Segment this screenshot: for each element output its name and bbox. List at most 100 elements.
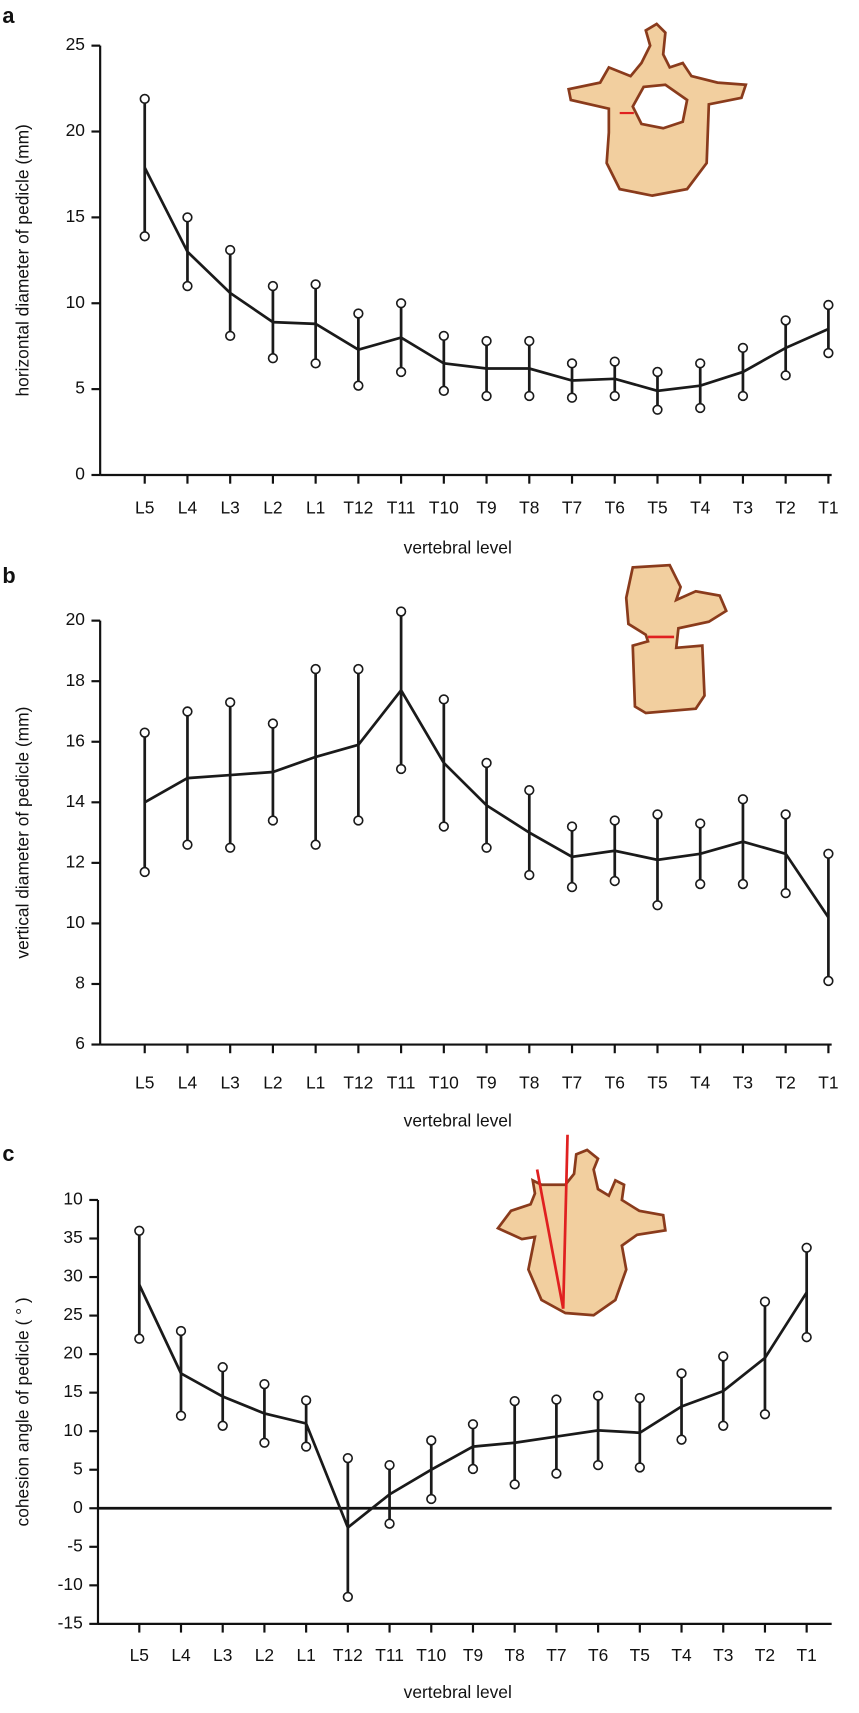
- y-tick-label: 30: [63, 1266, 82, 1286]
- y-axis-label: horizontal diameter of pedicle (mm): [13, 124, 33, 396]
- error-cap: [481, 757, 492, 769]
- error-cap: [384, 1459, 395, 1471]
- error-cap: [609, 356, 620, 367]
- x-tick-label: T6: [605, 1072, 625, 1092]
- error-cap: [139, 231, 150, 242]
- x-tick-label: T8: [505, 1645, 525, 1665]
- x-tick-label: L5: [135, 497, 154, 517]
- error-cap: [395, 298, 407, 309]
- x-tick-label: T1: [797, 1645, 817, 1665]
- error-cap: [182, 212, 193, 223]
- x-tick-label: T2: [776, 497, 796, 517]
- y-tick-label: 10: [63, 1420, 82, 1440]
- error-cap: [509, 1479, 520, 1490]
- error-cap: [551, 1394, 562, 1405]
- error-cap: [566, 358, 578, 369]
- error-cap: [353, 380, 364, 391]
- error-cap: [737, 342, 749, 354]
- x-tick-label: T3: [733, 1072, 753, 1092]
- y-tick-label: 18: [66, 670, 85, 690]
- y-tick-label: 20: [63, 1343, 82, 1363]
- error-cap: [509, 1395, 520, 1407]
- error-cap: [524, 335, 535, 347]
- y-tick-label: -5: [67, 1535, 82, 1555]
- x-tick-label: T11: [387, 1072, 416, 1092]
- error-cap: [225, 244, 236, 256]
- error-cap: [718, 1351, 729, 1362]
- x-tick-label: T7: [562, 1072, 582, 1092]
- x-tick-label: T12: [333, 1645, 363, 1665]
- error-cap: [395, 366, 407, 378]
- x-tick-label: T8: [519, 497, 539, 517]
- error-cap: [384, 1518, 395, 1529]
- mean-line: [143, 166, 829, 393]
- y-tick-label: 15: [66, 206, 85, 226]
- error-cap: [182, 280, 193, 292]
- error-cap: [551, 1468, 562, 1479]
- error-cap: [395, 606, 407, 617]
- y-tick-label: 10: [63, 1189, 82, 1209]
- x-tick-label: L4: [178, 497, 198, 517]
- error-cap: [695, 878, 706, 890]
- y-tick-label: 14: [66, 791, 86, 811]
- x-tick-label: T11: [375, 1645, 404, 1665]
- error-cap: [267, 815, 279, 826]
- x-axis-label: vertebral level: [404, 1110, 512, 1130]
- error-cap: [438, 385, 449, 397]
- error-cap: [467, 1419, 479, 1430]
- error-cap: [467, 1463, 479, 1475]
- x-tick-label: T10: [429, 1072, 459, 1092]
- error-cap: [695, 358, 706, 369]
- error-cap: [481, 842, 492, 853]
- error-cap: [695, 818, 706, 829]
- error-cap: [634, 1462, 645, 1473]
- x-tick-label: L5: [135, 1072, 154, 1092]
- error-cap: [737, 390, 749, 402]
- x-tick-label: T1: [818, 1072, 838, 1092]
- x-tick-label: T4: [690, 1072, 711, 1092]
- error-cap: [609, 815, 620, 826]
- error-cap: [801, 1242, 812, 1253]
- error-cap: [225, 697, 236, 708]
- x-tick-label: T5: [630, 1645, 650, 1665]
- panel-label: c: [2, 1141, 14, 1166]
- x-tick-label: L1: [306, 497, 325, 517]
- error-cap: [652, 809, 663, 820]
- x-tick-label: L5: [130, 1645, 149, 1665]
- error-cap: [592, 1390, 604, 1401]
- x-tick-label: T5: [647, 497, 667, 517]
- error-cap: [342, 1591, 354, 1603]
- error-cap: [134, 1333, 145, 1344]
- error-cap: [438, 821, 449, 832]
- error-cap: [182, 839, 193, 850]
- error-cap: [438, 694, 449, 705]
- error-cap: [175, 1410, 187, 1421]
- vertebra-illustration-c: [495, 1134, 667, 1317]
- error-cap: [737, 794, 749, 805]
- error-cap: [139, 93, 150, 105]
- y-axis-label: cohesion angle of pedicle ( ° ): [13, 1297, 33, 1526]
- error-cap: [225, 842, 236, 853]
- y-tick-label: 0: [73, 1497, 83, 1517]
- y-tick-label: -10: [58, 1574, 83, 1594]
- error-cap: [217, 1420, 228, 1431]
- error-cap: [823, 848, 834, 859]
- y-tick-label: -15: [58, 1612, 83, 1632]
- error-cap: [823, 975, 834, 987]
- error-cap: [566, 821, 578, 832]
- x-tick-label: T8: [519, 1072, 539, 1092]
- y-tick-label: 10: [66, 292, 85, 312]
- x-tick-label: L3: [221, 1072, 240, 1092]
- error-cap: [426, 1435, 437, 1446]
- error-cap: [139, 866, 150, 878]
- error-cap: [225, 330, 236, 342]
- error-cap: [652, 900, 663, 911]
- y-tick-label: 20: [66, 120, 85, 140]
- y-tick-label: 8: [75, 973, 85, 993]
- error-cap: [823, 347, 834, 359]
- error-cap: [310, 279, 321, 290]
- x-tick-label: T9: [476, 497, 496, 517]
- error-cap: [524, 785, 535, 796]
- error-cap: [609, 390, 620, 402]
